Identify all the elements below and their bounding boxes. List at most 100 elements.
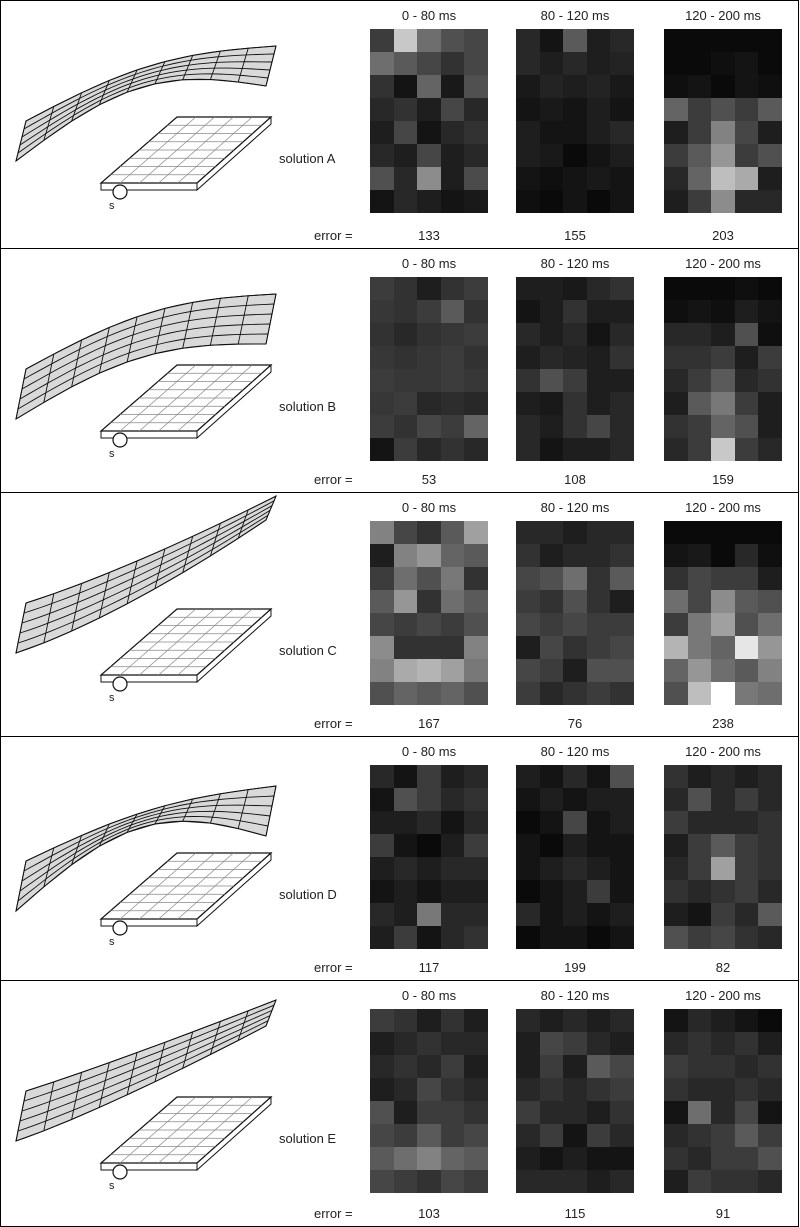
activity-grid bbox=[516, 29, 634, 213]
error-value: 115 bbox=[564, 1206, 586, 1221]
grid-cell bbox=[758, 415, 782, 438]
surface-line bbox=[43, 106, 55, 141]
surface-line bbox=[15, 1025, 267, 1142]
grid-cell bbox=[687, 346, 712, 369]
grid-cell bbox=[664, 567, 688, 590]
surface-line bbox=[17, 514, 269, 644]
grid-cell bbox=[711, 1170, 735, 1193]
surface-line bbox=[71, 1072, 83, 1120]
grid-cell bbox=[711, 75, 735, 98]
grid-cell bbox=[539, 682, 564, 705]
grid-cell bbox=[393, 590, 418, 613]
grid-cell bbox=[758, 903, 782, 926]
grid-cell bbox=[370, 98, 394, 121]
grid-cell bbox=[516, 811, 540, 834]
grid-cell bbox=[370, 1170, 394, 1193]
surface-line bbox=[237, 509, 249, 539]
grid-cell bbox=[758, 544, 782, 567]
grid-cell bbox=[664, 811, 688, 834]
surface-line bbox=[15, 368, 27, 420]
grid-cell bbox=[687, 98, 712, 121]
grid-cell bbox=[417, 1055, 441, 1078]
grid-cell bbox=[539, 1078, 564, 1101]
grid-cell bbox=[563, 567, 587, 590]
grid-cell bbox=[370, 369, 394, 392]
grid-cell bbox=[734, 1101, 759, 1124]
grid-cell bbox=[687, 52, 712, 75]
grid-cell bbox=[370, 121, 394, 144]
grid-cell bbox=[664, 544, 688, 567]
activity-grid bbox=[664, 521, 782, 705]
grid-cell bbox=[464, 788, 488, 811]
surface-illustration: s bbox=[15, 293, 277, 460]
surface-line bbox=[15, 602, 27, 654]
grid-cell bbox=[610, 75, 634, 98]
grid-cell bbox=[464, 659, 488, 682]
surface-line bbox=[237, 48, 249, 83]
grid-cell bbox=[586, 903, 611, 926]
plate-grid-line bbox=[177, 608, 253, 676]
grid-cell bbox=[393, 121, 418, 144]
grid-cell bbox=[687, 880, 712, 903]
panel-solution: s solution E error = 0 - 80 ms 103 80 - 120 m… bbox=[0, 980, 799, 1227]
grid-cell bbox=[393, 1101, 418, 1124]
grid-cell bbox=[440, 834, 465, 857]
surface-line bbox=[43, 593, 55, 643]
grid-cell bbox=[610, 567, 634, 590]
grid-cell bbox=[687, 903, 712, 926]
grid-cell bbox=[586, 659, 611, 682]
grid-cell bbox=[687, 659, 712, 682]
plate-grid-line bbox=[119, 116, 197, 184]
grid-cell bbox=[563, 659, 587, 682]
grid-cell bbox=[370, 1032, 394, 1055]
grid-cell bbox=[417, 1101, 441, 1124]
grid-cell bbox=[758, 1032, 782, 1055]
grid-cell bbox=[610, 682, 634, 705]
grid-cell bbox=[758, 834, 782, 857]
grid-cell bbox=[370, 636, 394, 659]
error-value: 155 bbox=[564, 228, 586, 243]
grid-cell bbox=[464, 682, 488, 705]
surface-line bbox=[25, 45, 277, 122]
grid-cell bbox=[539, 1170, 564, 1193]
source-circle-icon bbox=[112, 676, 128, 692]
grid-cell bbox=[393, 190, 418, 213]
grid-cell bbox=[539, 590, 564, 613]
grid-cell bbox=[440, 1055, 465, 1078]
grid-cell bbox=[563, 98, 587, 121]
plate-grid-line bbox=[119, 608, 197, 676]
grid-cell bbox=[370, 392, 394, 415]
grid-cell bbox=[417, 811, 441, 834]
grid-cell bbox=[711, 1147, 735, 1170]
grid-cell bbox=[539, 880, 564, 903]
grid-cell bbox=[516, 1147, 540, 1170]
surface-line bbox=[23, 303, 275, 380]
grid-cell bbox=[417, 369, 441, 392]
grid-cell bbox=[734, 613, 759, 636]
panel-solution: s solution D error = 0 - 80 ms 117 80 - 120 m… bbox=[0, 736, 799, 981]
grid-cell bbox=[539, 323, 564, 346]
grid-cell bbox=[758, 567, 782, 590]
time-window-label: 80 - 120 ms bbox=[540, 256, 610, 271]
surface-line bbox=[154, 805, 166, 825]
grid-cell bbox=[464, 121, 488, 144]
grid-cell bbox=[393, 1147, 418, 1170]
error-label: error = bbox=[314, 1206, 353, 1221]
grid-cell bbox=[370, 277, 394, 300]
grid-cell bbox=[440, 277, 465, 300]
grid-cell bbox=[563, 190, 587, 213]
grid-cell bbox=[440, 415, 465, 438]
grid-cell bbox=[664, 1124, 688, 1147]
grid-cell bbox=[464, 926, 488, 949]
surface-line bbox=[19, 67, 271, 146]
grid-cell bbox=[586, 788, 611, 811]
grid-cell bbox=[417, 521, 441, 544]
grid-cell bbox=[610, 98, 634, 121]
grid-cell bbox=[758, 682, 782, 705]
grid-cell bbox=[464, 1170, 488, 1193]
grid-cell bbox=[464, 29, 488, 52]
grid-cell bbox=[664, 521, 688, 544]
solution-label: solution E bbox=[279, 1131, 337, 1146]
grid-cell bbox=[516, 590, 540, 613]
grid-cell bbox=[464, 415, 488, 438]
